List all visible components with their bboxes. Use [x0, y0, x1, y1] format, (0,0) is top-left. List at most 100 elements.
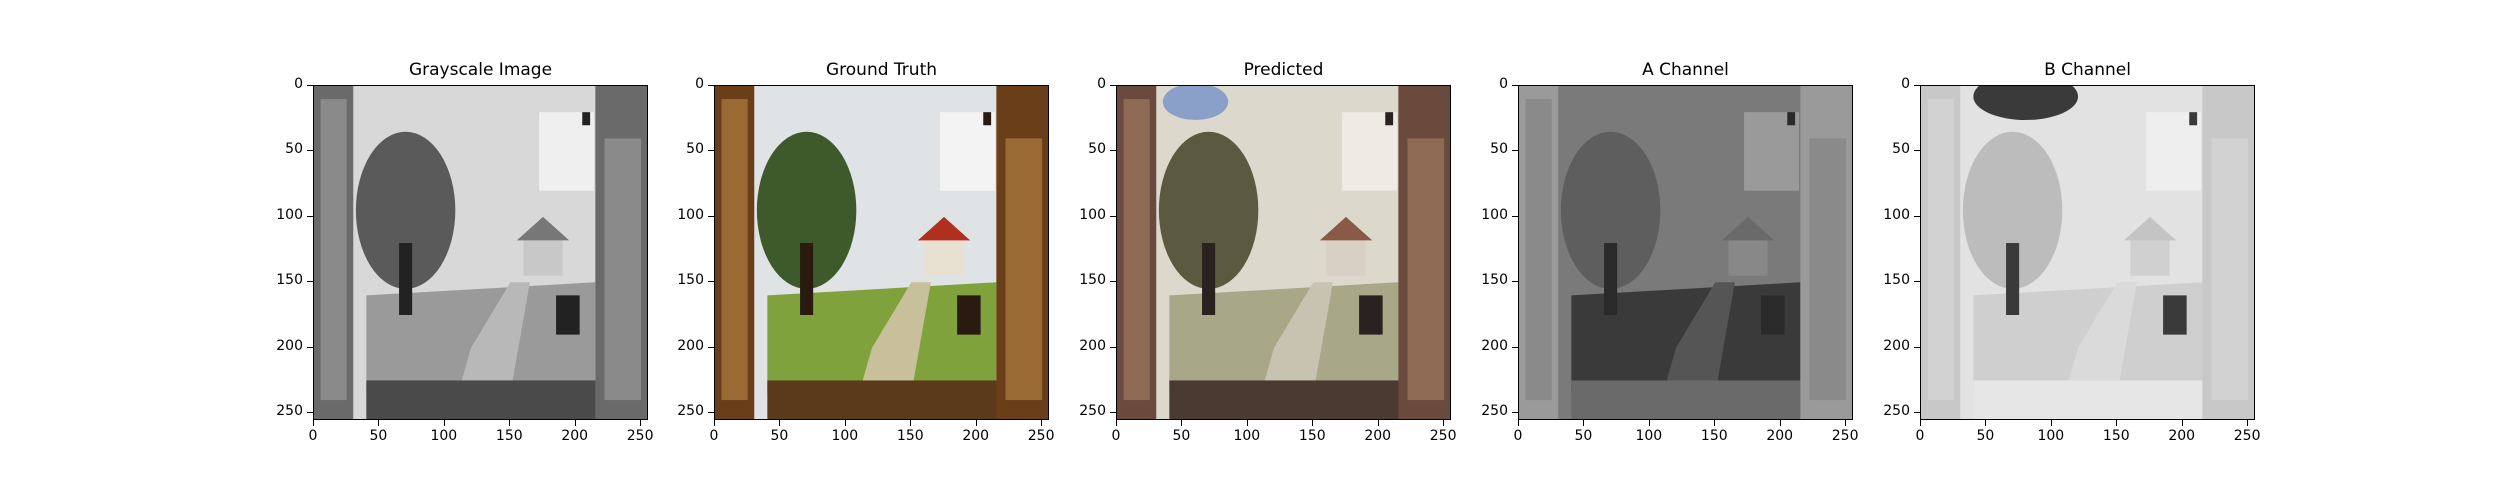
x-tick-label: 50: [1976, 428, 1995, 444]
house-roof: [2123, 216, 2177, 241]
right-door: [1005, 138, 1043, 401]
y-tick-mark: [307, 346, 313, 348]
y-tick-mark: [1110, 412, 1116, 414]
y-tick-mark: [1512, 346, 1518, 348]
x-tick-label: 50: [770, 428, 789, 444]
y-tick-mark: [1914, 412, 1920, 414]
x-tick-label: 200: [1364, 428, 1392, 444]
left-door: [1123, 99, 1150, 401]
y-tick-label: 200: [1883, 337, 1910, 354]
y-tick-label: 150: [276, 272, 303, 289]
image-frame: [714, 85, 1049, 420]
x-tick-mark: [1985, 420, 1987, 426]
right-door: [604, 138, 642, 401]
x-tick-mark: [1246, 420, 1248, 426]
right-door: [2211, 138, 2249, 401]
x-tick-mark: [1181, 420, 1183, 426]
x-tick-mark: [910, 420, 912, 426]
house-roof: [1319, 216, 1373, 241]
y-tick-label: 50: [686, 141, 704, 158]
y-tick-mark: [708, 412, 714, 414]
x-tick-mark: [2247, 420, 2249, 426]
garden-path: [1662, 282, 1735, 394]
x-tick-mark: [1443, 420, 1445, 426]
house-roof: [1721, 216, 1775, 241]
x-tick-mark: [779, 420, 781, 426]
panel-predicted: Predicted 0 0 50 50 100 100 150 150 200 200 250 250: [1079, 0, 1516, 500]
x-tick-label: 0: [1915, 428, 1925, 444]
x-tick-mark: [509, 420, 511, 426]
x-tick-mark: [1041, 420, 1043, 426]
light-switch: [2163, 295, 2187, 335]
x-tick-label: 250: [1429, 428, 1457, 444]
y-tick-mark: [1914, 346, 1920, 348]
y-tick-mark: [307, 150, 313, 152]
x-tick-mark: [1312, 420, 1314, 426]
y-tick-label: 100: [1481, 206, 1508, 223]
x-tick-label: 250: [626, 428, 654, 444]
y-tick-label: 0: [294, 76, 303, 92]
y-tick-mark: [307, 85, 313, 86]
y-tick-label: 0: [1097, 76, 1106, 92]
left-door: [1525, 99, 1552, 401]
x-tick-mark: [1583, 420, 1585, 426]
tree-crown: [1158, 131, 1259, 289]
x-tick-mark: [844, 420, 846, 426]
y-tick-mark: [307, 281, 313, 283]
y-tick-label: 200: [276, 337, 303, 354]
y-tick-label: 150: [1079, 272, 1106, 289]
x-tick-mark: [640, 420, 642, 426]
house: [523, 236, 563, 276]
image-frame: [1518, 85, 1853, 420]
y-tick-label: 50: [285, 141, 303, 158]
y-tick-mark: [1914, 281, 1920, 283]
tree-crown: [1962, 131, 2063, 289]
x-tick-label: 100: [1233, 428, 1261, 444]
tree-trunk: [1202, 243, 1216, 316]
y-tick-label: 0: [1901, 76, 1910, 92]
left-door: [721, 99, 748, 401]
house: [1728, 236, 1768, 276]
y-tick-mark: [708, 215, 714, 217]
x-tick-mark: [443, 420, 445, 426]
y-tick-mark: [708, 346, 714, 348]
house: [2130, 236, 2170, 276]
y-tick-label: 100: [677, 206, 704, 223]
y-tick-mark: [708, 85, 714, 86]
y-tick-mark: [1512, 281, 1518, 283]
panel-title: Grayscale Image: [408, 60, 553, 80]
x-tick-label: 150: [2102, 428, 2130, 444]
dark-blob: [1973, 86, 2079, 121]
house: [1326, 236, 1366, 276]
y-tick-label: 250: [677, 403, 704, 420]
x-tick-label: 0: [709, 428, 719, 444]
y-tick-label: 200: [1481, 337, 1508, 354]
tree-crown: [355, 131, 456, 289]
x-tick-mark: [1920, 420, 1921, 426]
panel-grayscale: Grayscale Image 0 0 50 50 100 100 150 150 200 200…: [276, 0, 713, 500]
garden-path: [457, 282, 530, 394]
x-tick-label: 150: [1298, 428, 1326, 444]
y-tick-label: 50: [1088, 141, 1106, 158]
y-tick-mark: [1512, 150, 1518, 152]
floor-bench: [1571, 380, 1807, 419]
x-tick-label: 200: [1766, 428, 1794, 444]
y-tick-mark: [1110, 346, 1116, 348]
wall-marker: [582, 112, 591, 126]
floor-bench: [1973, 380, 2209, 419]
y-tick-label: 250: [1079, 403, 1106, 420]
house-roof: [917, 216, 971, 241]
x-tick-mark: [313, 420, 314, 426]
left-door: [1927, 99, 1954, 401]
x-tick-label: 150: [1700, 428, 1728, 444]
image-frame: [1116, 85, 1451, 420]
x-tick-mark: [714, 420, 715, 426]
tree-trunk: [2006, 243, 2020, 316]
x-tick-label: 150: [495, 428, 523, 444]
scene-image: [314, 86, 647, 419]
x-tick-mark: [1714, 420, 1716, 426]
wall-marker: [2189, 112, 2198, 126]
y-tick-mark: [307, 412, 313, 414]
x-tick-label: 200: [561, 428, 589, 444]
scene-image: [1921, 86, 2254, 419]
